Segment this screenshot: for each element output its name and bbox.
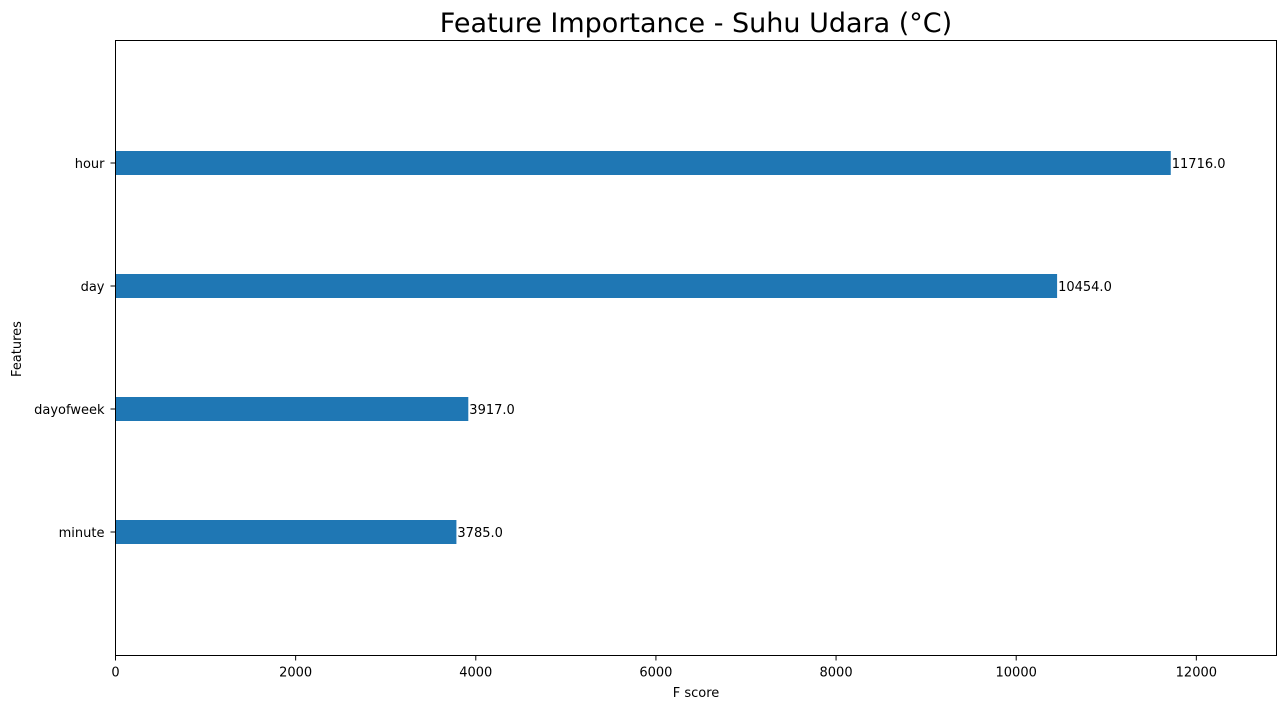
data-labels-layer: 11716.0 10454.0 3917.0 3785.0	[457, 157, 1225, 541]
x-tick-label-0: 0	[111, 666, 119, 681]
chart-title: Feature Importance - Suhu Udara (°C)	[440, 8, 952, 39]
data-label-dayofweek: 3917.0	[469, 403, 514, 418]
x-tick-label-10000: 10000	[996, 666, 1037, 681]
data-label-hour: 11716.0	[1172, 157, 1226, 172]
bar-hour	[115, 151, 1171, 175]
bar-day	[115, 274, 1058, 298]
y-tick-label-dayofweek: dayofweek	[34, 403, 105, 418]
bar-minute	[115, 520, 457, 544]
plot-frame	[115, 40, 1277, 656]
y-axis-label: Features	[10, 321, 25, 377]
x-axis-label: F score	[673, 686, 720, 701]
x-axis-ticks: 0 2000 4000 6000 8000 10000 12000	[111, 655, 1217, 681]
bar-dayofweek	[115, 397, 469, 421]
x-tick-label-2000: 2000	[279, 666, 312, 681]
bars-layer	[115, 151, 1171, 544]
y-tick-label-day: day	[81, 280, 105, 295]
y-axis-ticks: hour day dayofweek minute	[34, 157, 116, 541]
x-tick-label-4000: 4000	[459, 666, 492, 681]
y-tick-label-hour: hour	[75, 157, 105, 172]
data-label-day: 10454.0	[1058, 280, 1112, 295]
y-tick-label-minute: minute	[59, 526, 105, 541]
x-tick-label-12000: 12000	[1176, 666, 1217, 681]
x-tick-label-8000: 8000	[820, 666, 853, 681]
x-tick-label-6000: 6000	[639, 666, 672, 681]
data-label-minute: 3785.0	[457, 526, 503, 541]
